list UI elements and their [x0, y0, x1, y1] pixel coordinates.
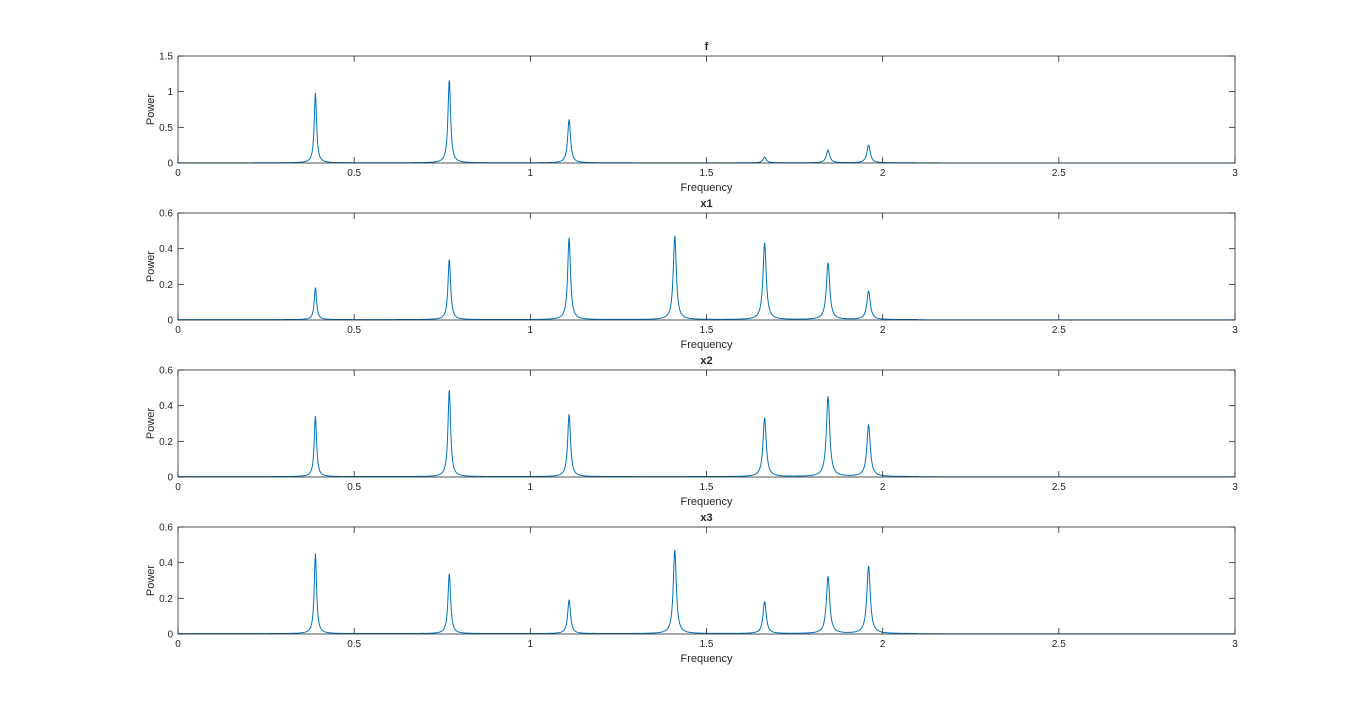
x-tick-label: 3 — [1232, 325, 1238, 336]
x-tick-label: 1.5 — [700, 168, 714, 179]
x-tick-label: 0.5 — [347, 168, 361, 179]
x-tick-label: 2.5 — [1052, 168, 1066, 179]
x-axis-label: Frequency — [681, 496, 733, 508]
x-tick-label: 0.5 — [347, 639, 361, 650]
y-tick-label: 0.4 — [159, 401, 173, 412]
subplot-title: f — [705, 41, 709, 53]
subplot-2: 0 0.5 1 1.5 2 2.5 3 0 0.2 0.4 0.6 x1 Frequency Power — [145, 198, 1238, 351]
x-tick-label: 2.5 — [1052, 325, 1066, 336]
x-axis-label: Frequency — [681, 339, 733, 351]
x-tick-label: 1.5 — [700, 325, 714, 336]
y-tick-label: 0 — [167, 630, 173, 641]
x-tick-label: 3 — [1232, 639, 1238, 650]
y-tick-label: 0.2 — [159, 280, 173, 291]
x-tick-label: 0 — [175, 639, 181, 650]
y-tick-label: 0.6 — [159, 366, 173, 377]
x-tick-label: 2.5 — [1052, 639, 1066, 650]
subplot-title: x2 — [700, 355, 712, 367]
x-axis-label: Frequency — [681, 182, 733, 194]
subplot-title: x1 — [700, 198, 712, 210]
x-tick-label: 0 — [175, 168, 181, 179]
y-tick-label: 0.5 — [159, 123, 173, 134]
x-tick-label: 0 — [175, 482, 181, 493]
x-tick-label: 1.5 — [700, 482, 714, 493]
x-tick-label: 2 — [880, 168, 886, 179]
x-tick-label: 2 — [880, 482, 886, 493]
spectrum-line — [178, 390, 1235, 477]
subplot-4: 0 0.5 1 1.5 2 2.5 3 0 0.2 0.4 0.6 x3 Frequency Power — [145, 512, 1238, 665]
axes-box — [178, 213, 1235, 320]
y-tick-label: 0.6 — [159, 209, 173, 220]
subplot-3: 0 0.5 1 1.5 2 2.5 3 0 0.2 0.4 0.6 x2 Frequency Power — [145, 355, 1238, 508]
x-tick-label: 2 — [880, 639, 886, 650]
x-tick-label: 1 — [528, 639, 534, 650]
y-axis-label: Power — [145, 251, 157, 283]
axes-box — [178, 527, 1235, 634]
y-tick-label: 0.4 — [159, 558, 173, 569]
x-tick-label: 2 — [880, 325, 886, 336]
y-tick-label: 0 — [167, 316, 173, 327]
x-tick-label: 2.5 — [1052, 482, 1066, 493]
x-tick-label: 1 — [528, 482, 534, 493]
x-tick-label: 0.5 — [347, 482, 361, 493]
y-axis-label: Power — [145, 565, 157, 597]
x-tick-label: 3 — [1232, 482, 1238, 493]
y-tick-label: 1 — [167, 87, 173, 98]
spectrum-line — [178, 236, 1235, 320]
y-tick-label: 0 — [167, 473, 173, 484]
y-tick-label: 0.6 — [159, 523, 173, 534]
y-tick-label: 0.4 — [159, 244, 173, 255]
x-tick-label: 0.5 — [347, 325, 361, 336]
y-axis-label: Power — [145, 408, 157, 440]
y-tick-label: 1.5 — [159, 52, 173, 63]
x-tick-label: 0 — [175, 325, 181, 336]
subplot-1: 0 0.5 1 1.5 2 2.5 3 0 0.5 1 1.5 f Frequency Power — [145, 41, 1238, 194]
x-tick-label: 1.5 — [700, 639, 714, 650]
y-tick-label: 0.2 — [159, 594, 173, 605]
axes-box — [178, 370, 1235, 477]
spectrum-line — [178, 550, 1235, 634]
x-tick-label: 1 — [528, 168, 534, 179]
subplot-title: x3 — [700, 512, 712, 524]
y-tick-label: 0.2 — [159, 437, 173, 448]
x-tick-label: 3 — [1232, 168, 1238, 179]
spectrum-line — [178, 80, 1235, 163]
y-tick-label: 0 — [167, 159, 173, 170]
y-axis-label: Power — [145, 94, 157, 126]
axes-box — [178, 56, 1235, 163]
x-tick-label: 1 — [528, 325, 534, 336]
x-axis-label: Frequency — [681, 653, 733, 665]
